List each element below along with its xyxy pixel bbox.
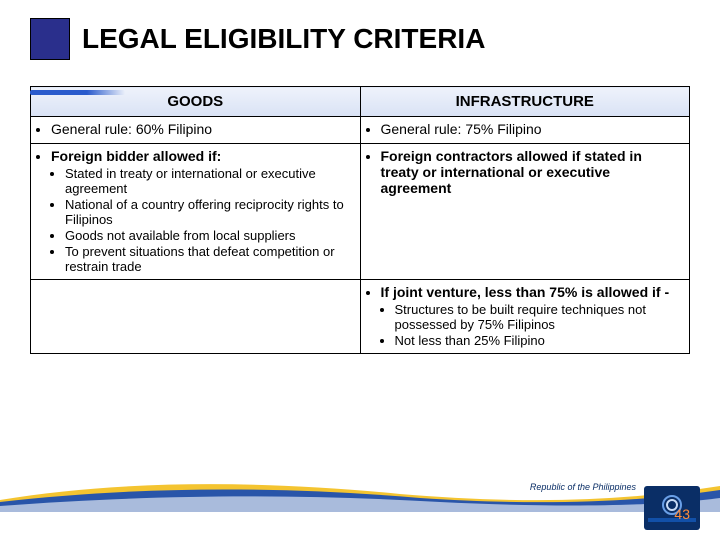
table-header-row: GOODS INFRASTRUCTURE: [31, 87, 690, 117]
table-row: Foreign bidder allowed if: Stated in tre…: [31, 144, 690, 280]
sub-bullet: Stated in treaty or international or exe…: [65, 166, 354, 196]
cell-infra-foreign: Foreign contractors allowed if stated in…: [360, 144, 690, 280]
bullet: General rule: 60% Filipino: [51, 121, 354, 137]
sub-bullet: National of a country offering reciproci…: [65, 197, 354, 227]
bullet: Foreign bidder allowed if:: [51, 148, 354, 164]
sub-bullet: Structures to be built require technique…: [395, 302, 684, 332]
sub-bullet: To prevent situations that defeat compet…: [65, 244, 354, 274]
footer-republic-text: Republic of the Philippines: [530, 482, 636, 492]
slide-title: LEGAL ELIGIBILITY CRITERIA: [82, 23, 485, 55]
cell-goods-empty: [31, 280, 361, 354]
bullet: Foreign contractors allowed if stated in…: [381, 148, 684, 196]
title-row: LEGAL ELIGIBILITY CRITERIA: [30, 18, 690, 60]
page-number: 43: [674, 506, 690, 522]
gppb-logo: [644, 486, 700, 530]
bullet: If joint venture, less than 75% is allow…: [381, 284, 684, 300]
title-accent-box: [30, 18, 70, 60]
table-row: General rule: 60% Filipino General rule:…: [31, 117, 690, 144]
title-underline: [30, 90, 125, 95]
sub-bullet: Not less than 25% Filipino: [395, 333, 684, 348]
cell-goods-foreign: Foreign bidder allowed if: Stated in tre…: [31, 144, 361, 280]
table-row: If joint venture, less than 75% is allow…: [31, 280, 690, 354]
cell-infra-general: General rule: 75% Filipino: [360, 117, 690, 144]
slide: LEGAL ELIGIBILITY CRITERIA GOODS INFRAST…: [0, 0, 720, 540]
bullet: General rule: 75% Filipino: [381, 121, 684, 137]
cell-infra-jv: If joint venture, less than 75% is allow…: [360, 280, 690, 354]
criteria-table: GOODS INFRASTRUCTURE General rule: 60% F…: [30, 86, 690, 354]
col-header-infra: INFRASTRUCTURE: [360, 87, 690, 117]
cell-goods-general: General rule: 60% Filipino: [31, 117, 361, 144]
sub-bullet: Goods not available from local suppliers: [65, 228, 354, 243]
footer-swoosh: [0, 472, 720, 512]
